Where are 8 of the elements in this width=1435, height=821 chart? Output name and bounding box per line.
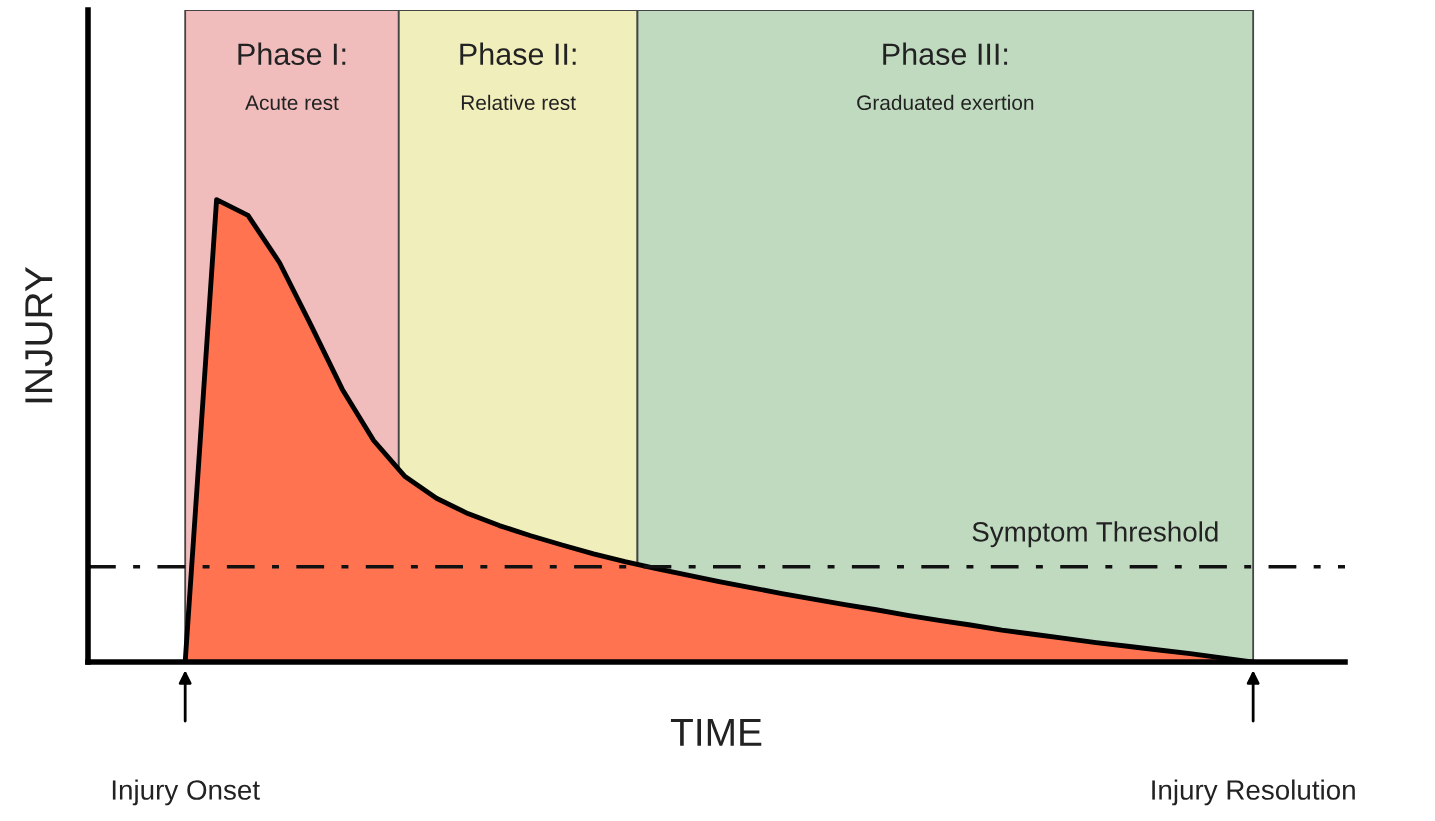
x-axis-title: TIME [670, 718, 762, 746]
ref-line-label: Symptom Threshold [972, 521, 1218, 548]
text: Injury Onset [112, 779, 260, 806]
text: Phase I: Acute rest [238, 42, 346, 111]
text: Phase III: Graduated exertion [857, 42, 1034, 111]
y-axis-title: INJURY [25, 266, 53, 403]
text: Injury Resolution [1152, 779, 1355, 806]
text: Phase II: Relative rest [460, 42, 576, 111]
